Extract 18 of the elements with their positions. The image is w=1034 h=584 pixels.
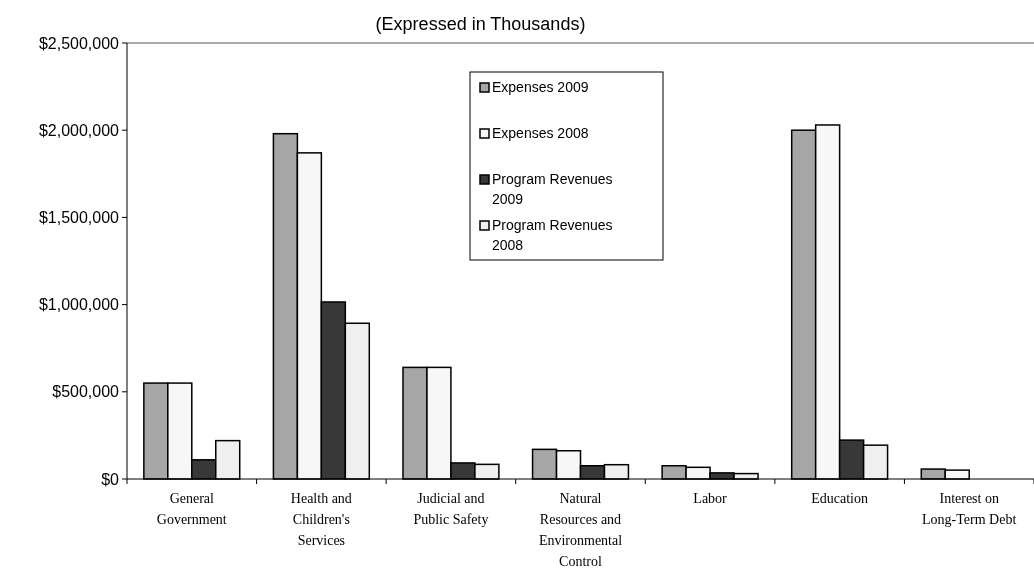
legend-label: Expenses 2008 — [492, 125, 589, 141]
x-tick-label: General Government — [156, 491, 227, 527]
y-tick-label: $2,000,000 — [38, 121, 120, 139]
y-tick-label: $1,000,000 — [38, 296, 120, 314]
x-tick-label: Education — [811, 491, 869, 506]
y-tick-label: $0 — [101, 470, 120, 488]
legend-label: Expenses 2009 — [492, 79, 589, 95]
y-tick-label: $500,000 — [52, 383, 120, 401]
legend-label: Program Revenues 2009 — [492, 171, 613, 207]
x-tick-label: Interest on Long-Term Debt — [922, 491, 1017, 527]
chart-title: (Expressed in Thousands) — [375, 14, 586, 34]
x-tick-label: Labor — [693, 491, 728, 506]
x-tick-label: Natural Resources and Environmental Control — [538, 491, 623, 569]
y-tick-label: $1,500,000 — [38, 209, 120, 226]
y-tick-label: $2,500,000 — [38, 34, 120, 52]
legend-label: Program Revenues 2008 — [492, 217, 613, 253]
x-tick-label: Judicial and Public Safety — [413, 491, 489, 527]
x-tick-label: Health and Children's Services — [290, 491, 352, 548]
